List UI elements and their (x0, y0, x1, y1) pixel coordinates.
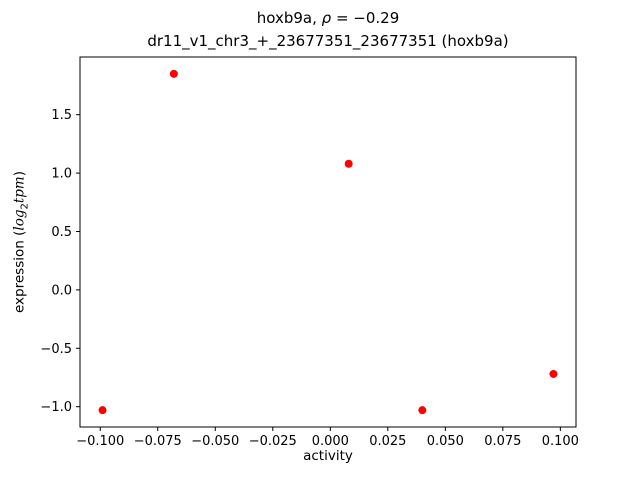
x-tick-label: 0.050 (427, 434, 464, 449)
y-label-log: log (11, 209, 28, 231)
scatter-point (418, 406, 427, 415)
y-tick-label: 0.5 (51, 225, 72, 240)
y-tick-label: 1.5 (51, 108, 72, 123)
x-tick-label: 0.075 (484, 434, 521, 449)
x-tick-label: 0.025 (369, 434, 406, 449)
x-tick-label: 0.100 (542, 434, 579, 449)
y-tick-label: 1.0 (51, 167, 72, 182)
y-tick-label: −0.5 (40, 342, 72, 357)
y-label-suffix: ) (11, 170, 28, 177)
y-axis-label: expression (log2tpm) (12, 171, 31, 313)
title-prefix: hoxb9a, (256, 9, 322, 27)
title-rho-symbol: ρ (321, 9, 332, 27)
x-tick-label: −0.050 (191, 434, 239, 449)
x-axis-label: activity (303, 448, 353, 464)
x-tick-label: −0.025 (249, 434, 297, 449)
axes-frame (79, 56, 577, 428)
x-tick-label: 0.000 (312, 434, 349, 449)
chart-title: hoxb9a, ρ = −0.29 dr11_v1_chr3_+_2367735… (80, 7, 576, 52)
y-label-sub: 2 (19, 203, 31, 210)
chart-title-line2: dr11_v1_chr3_+_23677351_23677351 (hoxb9a… (147, 31, 509, 50)
scatter-point (344, 159, 353, 168)
y-label-tpm: tpm (11, 176, 28, 204)
y-label-prefix: expression ( (11, 230, 28, 314)
scatter-point (98, 406, 107, 415)
title-suffix: = −0.29 (331, 9, 400, 27)
x-tick-label: −0.075 (134, 434, 182, 449)
scatter-point (169, 69, 178, 78)
scatter-point (549, 369, 558, 378)
chart-title-line1: hoxb9a, ρ = −0.29 (80, 7, 576, 30)
x-tick-label: −0.100 (76, 434, 124, 449)
y-tick-label: −1.0 (40, 400, 72, 415)
y-tick-label: 0.0 (51, 283, 72, 298)
